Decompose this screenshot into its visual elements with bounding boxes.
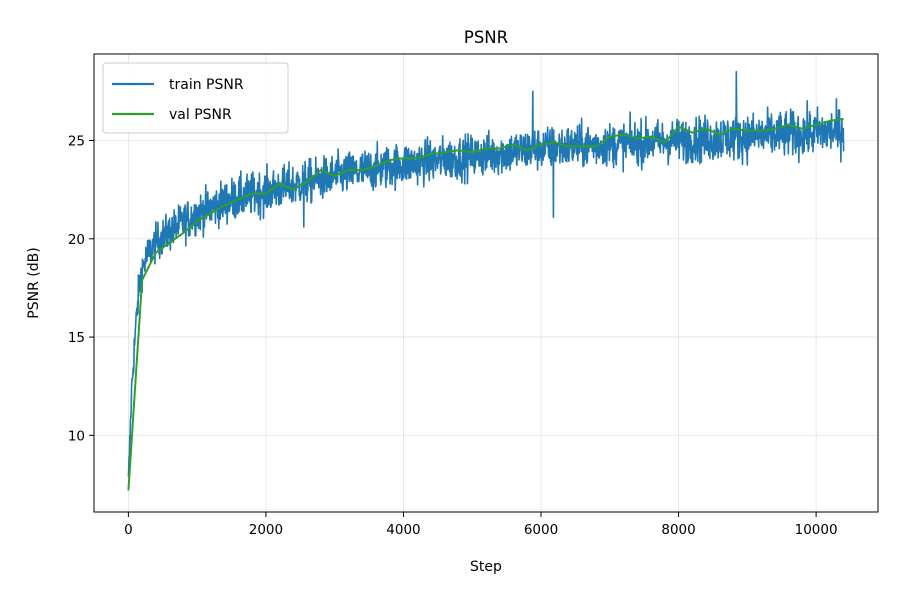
x-tick-label: 0 [124,522,133,538]
x-axis-label: Step [470,559,502,575]
plot-area [127,70,845,491]
y-tick-label: 25 [68,133,85,149]
chart-title: PSNR [464,28,508,47]
axis-ticks: 0 2000 4000 6000 8000 10000 10 15 20 25 [68,133,838,538]
y-tick-label: 20 [68,232,85,248]
series-line-val [127,117,844,491]
y-axis-label: PSNR (dB) [26,247,42,318]
x-tick-label: 2000 [249,522,283,538]
legend: train PSNR val PSNR [102,62,289,134]
x-tick-label: 10000 [795,522,838,538]
legend-label-train: train PSNR [169,77,244,93]
x-tick-label: 4000 [386,522,420,538]
legend-box [102,62,289,134]
x-tick-label: 6000 [524,522,558,538]
x-tick-label: 8000 [661,522,695,538]
y-tick-label: 10 [68,428,85,444]
legend-label-val: val PSNR [169,107,232,123]
y-tick-label: 15 [68,330,85,346]
plot-frame [93,53,879,513]
